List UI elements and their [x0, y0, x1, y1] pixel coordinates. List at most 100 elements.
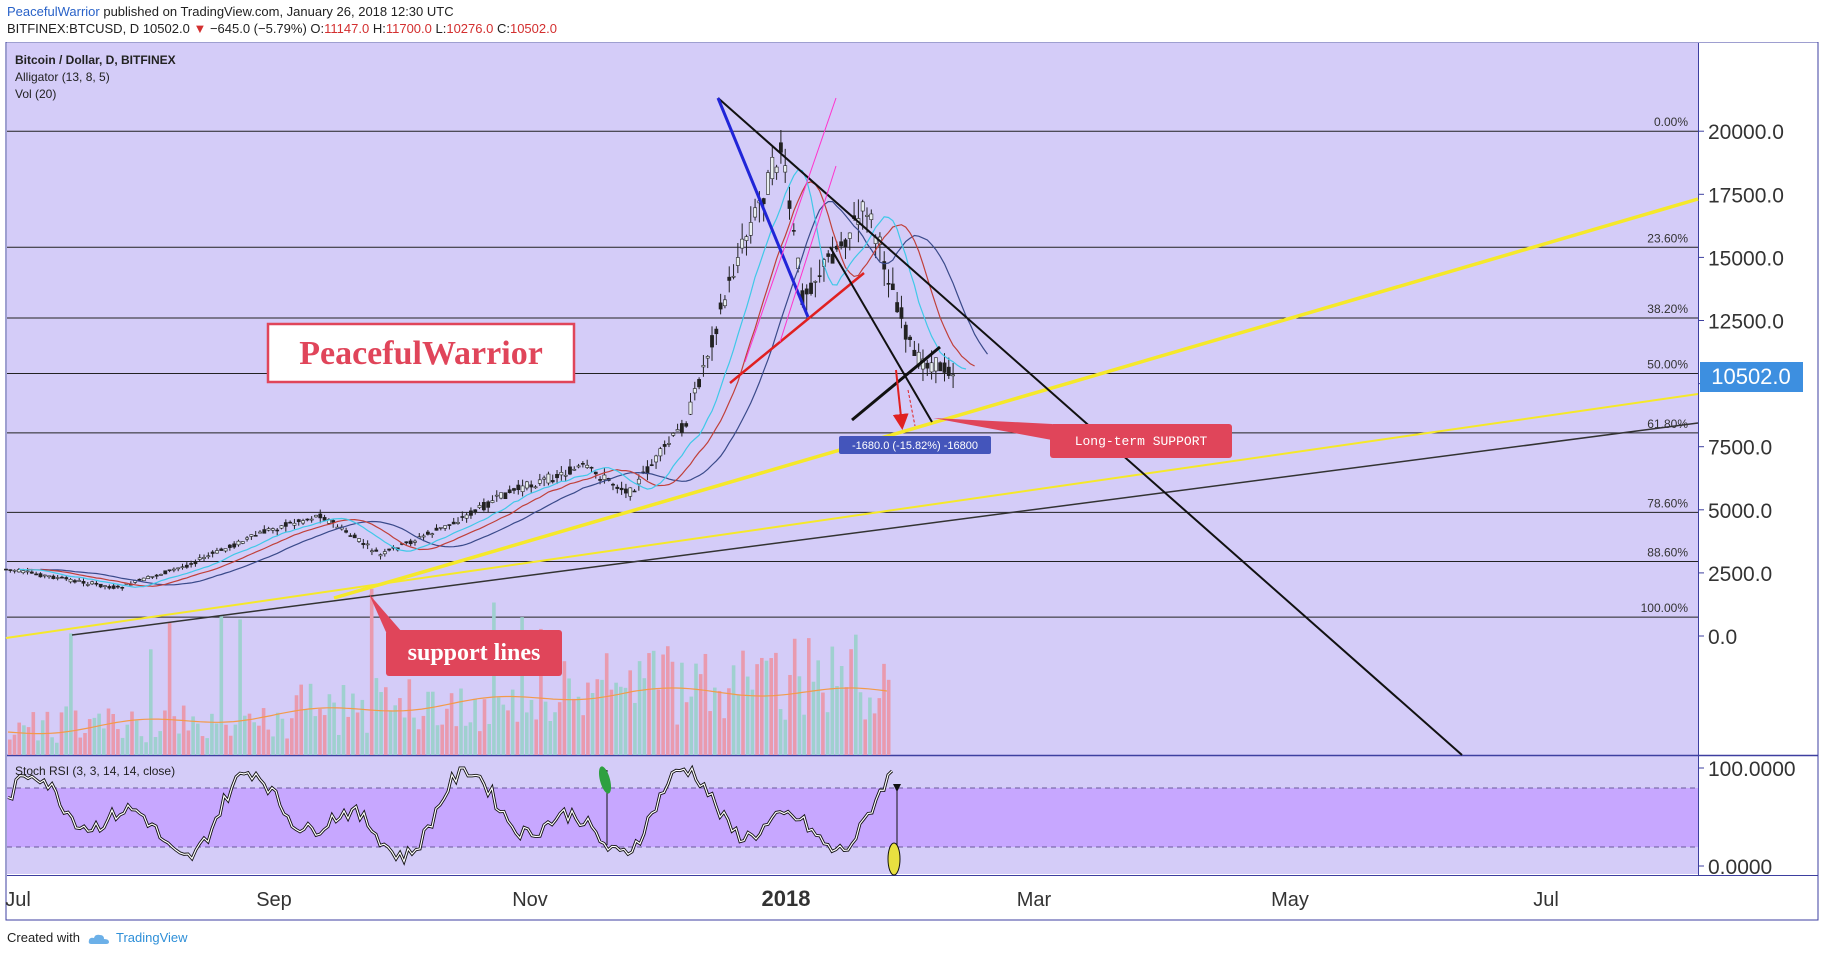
volume-bar	[797, 676, 802, 755]
candle-body	[516, 484, 521, 491]
volume-bar	[318, 708, 322, 755]
volume-bar	[520, 617, 524, 755]
candle-body	[283, 522, 288, 527]
support-callout-text: support lines	[408, 640, 541, 666]
candle-body	[753, 207, 757, 218]
red-trend-line	[729, 272, 865, 384]
y-tick-label: 20000.0	[1708, 121, 1784, 144]
candle-body	[550, 480, 555, 483]
rsi-yellow-marker	[887, 842, 901, 876]
x-tick-label: Jul	[5, 889, 31, 911]
volume-bar	[130, 711, 134, 755]
candle-body	[598, 479, 602, 481]
candle-body	[908, 336, 912, 341]
volume-bar	[144, 742, 148, 755]
volume-bar	[97, 713, 101, 755]
volume-bar	[642, 678, 647, 755]
candle-body	[942, 362, 947, 373]
volume-bar	[830, 646, 835, 755]
volume-bar	[431, 691, 435, 755]
brand-box	[266, 322, 576, 384]
candle-body	[107, 586, 112, 589]
candle-body	[813, 281, 818, 283]
volume-bars	[7, 588, 891, 755]
volume-bar	[647, 653, 651, 755]
candle-body	[301, 520, 305, 524]
tradingview-link[interactable]: TradingView	[115, 930, 188, 945]
candle-body	[675, 429, 680, 432]
candle-body	[21, 570, 26, 574]
time-axis: Jul Sep Nov 2018 Mar May Jul	[5, 886, 1559, 911]
volume-bar	[825, 712, 830, 755]
volume-bar	[525, 712, 529, 755]
volume-bar	[623, 687, 628, 755]
volume-bar	[501, 704, 506, 755]
author-link[interactable]: PeacefulWarrior	[7, 4, 100, 19]
candle-body	[443, 525, 448, 529]
candle-body	[81, 581, 86, 584]
candle-body	[103, 585, 107, 587]
volume-bar	[694, 663, 698, 755]
candle-body	[735, 257, 740, 266]
volume-bar	[872, 713, 877, 755]
volume-bar	[83, 733, 87, 755]
candle-body	[787, 200, 792, 209]
volume-bar	[760, 657, 764, 755]
volume-bar	[844, 687, 849, 755]
volume-bar	[755, 664, 759, 755]
candle-body	[240, 541, 245, 544]
volume-bar	[764, 660, 769, 755]
candle-body	[51, 575, 56, 579]
volume-bar	[811, 681, 816, 755]
candle-body	[766, 172, 770, 195]
candle-body	[667, 443, 671, 445]
header: PeacefulWarrior published on TradingView…	[0, 0, 1824, 42]
rsi-band	[7, 788, 1698, 847]
candle-body	[271, 528, 275, 531]
volume-bar	[294, 695, 299, 755]
candle-body	[649, 464, 654, 466]
volume-bar	[426, 691, 430, 755]
volume-bar	[529, 699, 534, 755]
candle-body	[434, 527, 439, 531]
candle-body	[8, 569, 13, 571]
volume-bar	[473, 698, 477, 755]
volume-bar	[633, 702, 637, 755]
candle-body	[744, 236, 749, 241]
volume-bar	[224, 724, 228, 755]
candle-body	[305, 518, 310, 521]
candle-body	[912, 349, 917, 356]
candle-body	[331, 520, 336, 523]
candle-body	[783, 165, 788, 173]
candle-body	[258, 531, 262, 534]
volume-bar	[210, 713, 214, 755]
candle-body	[193, 561, 198, 565]
volume-bar	[595, 679, 600, 755]
volume-bar	[877, 698, 882, 755]
x-tick-label: Mar	[1017, 889, 1052, 911]
yellow-support-line-upper	[333, 197, 1699, 600]
candle-body	[860, 201, 865, 212]
candle-body	[176, 567, 181, 570]
candle-body	[206, 555, 211, 558]
volume-bar	[233, 724, 238, 755]
candle-body	[585, 464, 590, 468]
volume-bar	[402, 717, 407, 755]
candle-body	[473, 509, 478, 513]
candle-body	[886, 283, 891, 285]
volume-bar	[839, 666, 844, 755]
tradingview-cloud-icon	[88, 934, 109, 944]
candle-body	[628, 487, 633, 497]
volume-bar	[581, 715, 585, 755]
candle-body	[555, 474, 559, 479]
rsi-green-marker	[598, 766, 612, 794]
volume-bar	[374, 678, 379, 755]
candle-body	[537, 479, 542, 484]
candle-body	[425, 531, 430, 535]
volume-bar	[807, 638, 811, 755]
candle-body	[202, 557, 206, 559]
candle-body	[865, 214, 869, 217]
price-chart[interactable]: 0.00% 23.60% 38.20% 50.00% 61.80% 78.60% 88.60…	[0, 42, 1824, 922]
candle-body	[899, 307, 904, 319]
current-price-text: 10502.0	[1711, 364, 1791, 389]
